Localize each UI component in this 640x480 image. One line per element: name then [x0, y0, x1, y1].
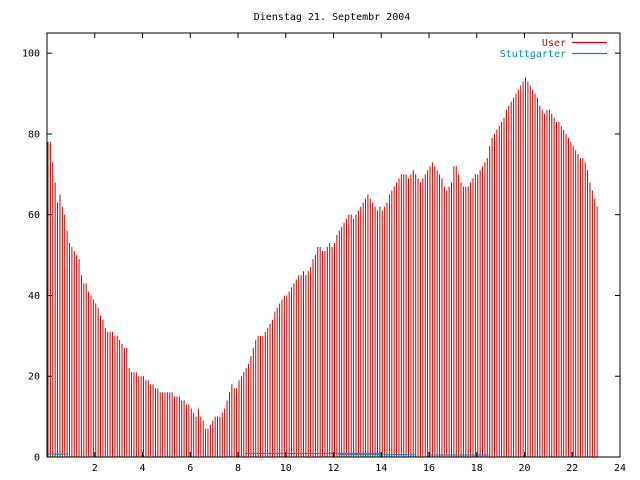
user-bars: [47, 77, 598, 457]
x-tick-label: 22: [566, 463, 578, 474]
y-tick-label: 80: [28, 129, 40, 140]
x-tick-label: 12: [327, 463, 339, 474]
legend-label-stuttgarter: Stuttgarter: [500, 49, 566, 60]
x-tick-label: 24: [614, 463, 626, 474]
stuttgarter-line: [47, 452, 489, 456]
x-tick-label: 6: [187, 463, 193, 474]
x-tick-label: 2: [92, 463, 98, 474]
y-tick-label: 60: [28, 210, 40, 221]
x-tick-label: 18: [471, 463, 483, 474]
x-tick-label: 4: [139, 463, 145, 474]
y-tick-label: 100: [22, 49, 40, 60]
legend-label-user: User: [542, 38, 566, 49]
y-tick-label: 0: [34, 453, 40, 464]
legend: User Stuttgarter: [500, 38, 607, 60]
x-tick-label: 8: [235, 463, 241, 474]
x-tick-label: 14: [375, 463, 387, 474]
chart-title: Dienstag 21. Septembr 2004: [254, 12, 411, 23]
x-tick-label: 16: [423, 463, 435, 474]
plot-border: [46, 32, 621, 458]
y-tick-label: 40: [28, 291, 40, 302]
y-tick-label: 20: [28, 372, 40, 383]
x-tick-label: 20: [518, 463, 530, 474]
x-tick-label: 10: [280, 463, 292, 474]
